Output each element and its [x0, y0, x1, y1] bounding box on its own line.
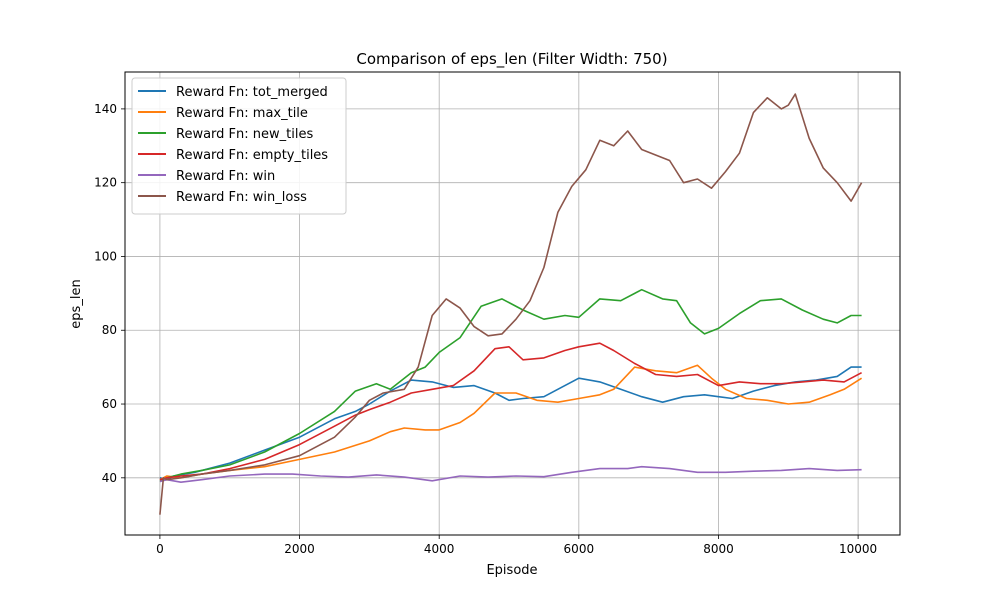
- legend-box: [131, 77, 347, 215]
- grid: [125, 72, 900, 535]
- series-line-tot-merged: [159, 366, 862, 481]
- series-line-empty-tiles: [159, 342, 862, 481]
- series-layer: [159, 93, 863, 515]
- y-tick-label: 120: [94, 176, 117, 190]
- legend-label-empty-tiles: Reward Fn: empty_tiles: [176, 148, 328, 163]
- y-tick-label: 40: [102, 471, 117, 485]
- legend-label-win-loss: Reward Fn: win_loss: [176, 190, 307, 205]
- y-axis-label: eps_len: [69, 279, 84, 328]
- legend-label-win: Reward Fn: win: [176, 169, 275, 184]
- x-axis-label: Episode: [486, 563, 537, 578]
- legend-label-max-tile: Reward Fn: max_tile: [176, 106, 308, 121]
- x-axis-ticks: 0 2000 4000 6000 8000 10000: [156, 535, 877, 556]
- series-line-win: [159, 465, 862, 484]
- x-tick-label: 8000: [703, 542, 734, 556]
- plot-frame: [124, 71, 901, 536]
- x-tick-label: 4000: [424, 542, 455, 556]
- series-line-max-tile: [159, 364, 863, 481]
- legend: Reward Fn: tot_merged Reward Fn: max_tile…: [131, 77, 347, 215]
- legend-label-tot-merged: Reward Fn: tot_merged: [176, 85, 328, 100]
- x-tick-label: 6000: [564, 542, 595, 556]
- series-line-win-loss: [159, 93, 863, 515]
- y-tick-label: 140: [94, 102, 117, 116]
- y-axis-ticks: 40 60 80 100 120 140: [94, 102, 125, 485]
- x-tick-label: 10000: [839, 542, 877, 556]
- legend-label-new-tiles: Reward Fn: new_tiles: [176, 127, 313, 142]
- y-tick-label: 100: [94, 249, 117, 263]
- y-tick-label: 80: [102, 323, 117, 337]
- series-line-new-tiles: [159, 288, 862, 483]
- x-tick-label: 2000: [284, 542, 315, 556]
- x-tick-label: 0: [156, 542, 164, 556]
- chart-title: Comparison of eps_len (Filter Width: 750…: [356, 50, 667, 69]
- y-tick-label: 60: [102, 397, 117, 411]
